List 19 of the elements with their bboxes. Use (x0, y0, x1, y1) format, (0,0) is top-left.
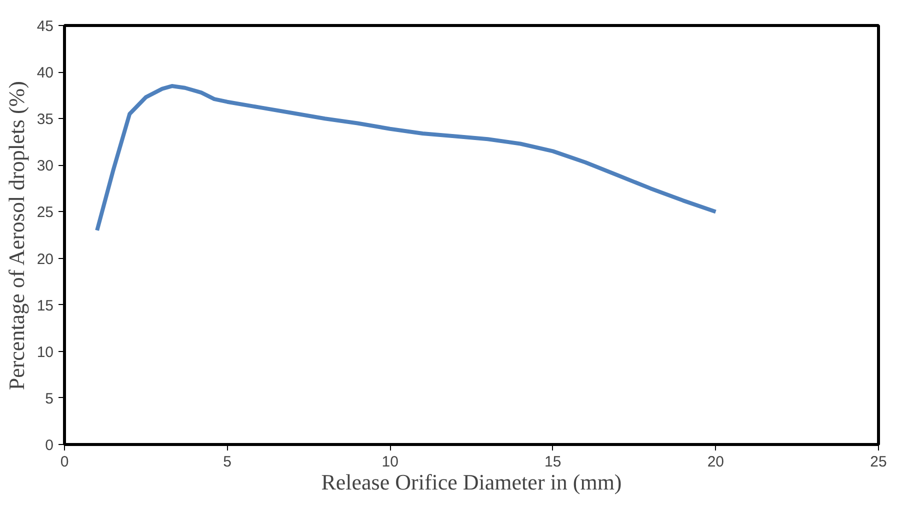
x-tick-label: 5 (223, 454, 232, 470)
y-axis-title: Percentage of Aerosol droplets (%) (4, 81, 29, 390)
y-tick-label: 20 (36, 250, 54, 268)
y-tick-label: 35 (36, 111, 54, 128)
y-tick-label: 0 (45, 437, 54, 454)
x-tick-label: 10 (382, 454, 398, 470)
y-tick-label: 30 (36, 158, 54, 175)
line-series (95, 84, 718, 232)
y-tick-label: 25 (36, 204, 54, 222)
y-tick-label: 15 (36, 297, 54, 314)
y-tick-label: 10 (36, 344, 54, 361)
x-tick-label: 15 (544, 454, 562, 470)
y-tick-label: 5 (45, 390, 54, 408)
x-tick-label: 25 (870, 454, 887, 470)
y-tick-label: 40 (36, 64, 54, 82)
y-tick-label: 45 (36, 18, 54, 35)
x-axis-title: Release Orifice Diameter in (mm) (321, 470, 622, 494)
x-tick-label: 0 (60, 454, 69, 470)
x-tick-label: 20 (707, 454, 724, 470)
